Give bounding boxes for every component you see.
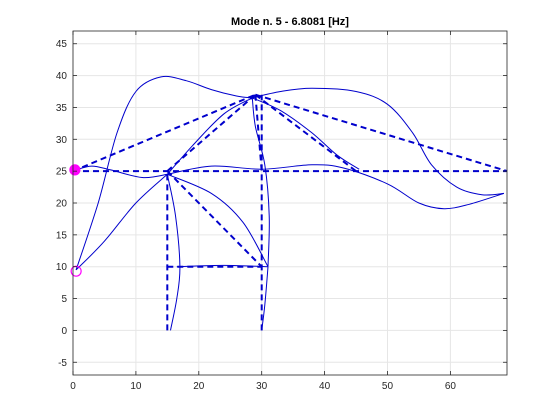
undeformed-member [166,170,263,268]
deformed-member [251,97,270,267]
y-tick-label: 0 [61,326,67,337]
y-tick-label: 45 [56,39,68,50]
deformed-member [176,264,269,268]
y-tick-label: 25 [56,167,68,178]
deformed-member [166,97,253,175]
deformed-shape [75,75,505,331]
y-tick-label: 30 [56,135,68,146]
x-tick-label: 40 [319,381,331,392]
markers [69,164,82,277]
x-axis-ticks: 0 10 20 30 40 50 60 [70,31,456,392]
y-tick-label: 10 [56,262,68,273]
deformed-member [75,173,168,271]
deformed-member [252,97,360,170]
grid [72,31,507,375]
chart-title: Mode n. 5 - 6.8081 [Hz] [231,16,349,28]
x-tick-label: 10 [130,381,142,392]
y-tick-label: 15 [56,230,68,241]
y-tick-label: 40 [56,71,68,82]
deformed-member [252,87,504,196]
x-tick-label: 30 [256,381,268,392]
filled-marker [69,164,81,176]
y-tick-label: 20 [56,199,68,210]
x-tick-label: 60 [445,381,457,392]
x-tick-label: 50 [382,381,394,392]
undeformed-member [254,93,357,172]
y-axis-ticks: -5 0 5 10 15 20 25 30 35 40 45 [56,39,507,369]
undeformed-member [72,93,256,173]
x-tick-label: 20 [193,381,205,392]
undeformed-member [254,94,263,172]
undeformed-member [255,93,508,173]
deformed-member [261,266,269,331]
deformed-member [75,75,253,271]
deformed-member [167,173,269,267]
open-marker [70,265,82,277]
x-tick-label: 0 [70,381,76,392]
deformed-member [75,165,168,179]
y-tick-label: 5 [61,294,67,305]
y-tick-label: 35 [56,103,68,114]
deformed-member [167,164,505,210]
y-tick-label: -5 [58,358,67,369]
